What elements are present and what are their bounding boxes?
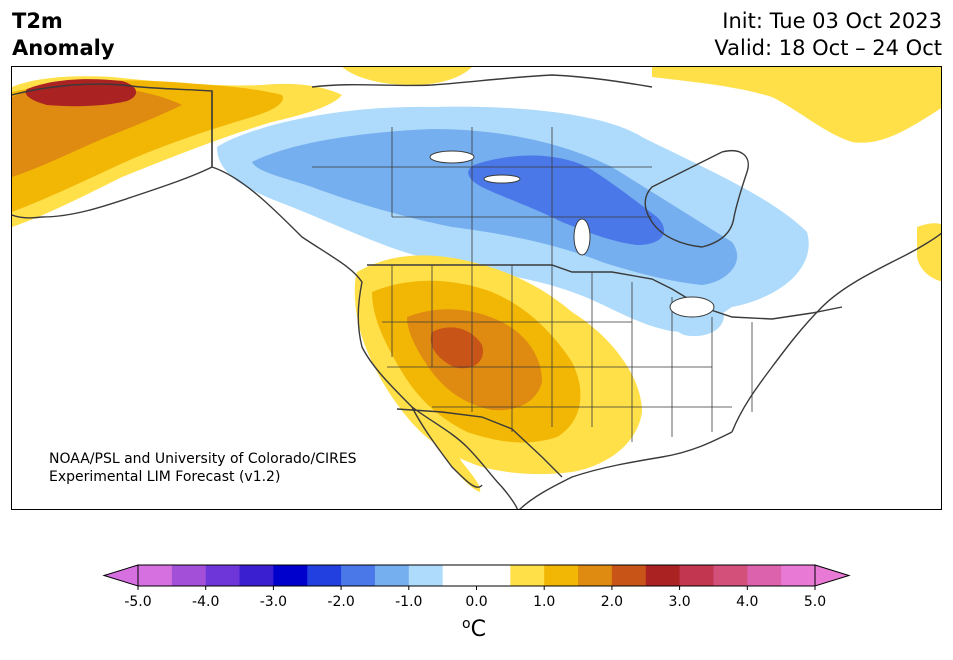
colorbar-extend-low xyxy=(102,564,139,587)
colorbar: -5.0 -4.0 -3.0 -2.0 -1.0 0.0 1.0 2.0 3.0 4.0 5.0 o… xyxy=(0,560,953,656)
warm-region-greenland xyxy=(652,67,941,143)
colorbar-tick-label: -4.0 xyxy=(192,594,219,610)
border-us-mexico xyxy=(396,408,563,478)
colorbar-tick-label: -1.0 xyxy=(395,594,422,610)
colorbar-tick-label: 0.0 xyxy=(465,594,487,610)
colorbar-swatch xyxy=(341,565,376,586)
coastline-gulf xyxy=(519,431,733,509)
map-title: T2m Anomaly xyxy=(12,8,115,62)
coastline-arctic xyxy=(311,74,653,88)
colorbar-swatch xyxy=(713,565,748,586)
lakes xyxy=(429,150,715,318)
colorbar-swatch xyxy=(645,565,681,586)
credit-line1: NOAA/PSL and University of Colorado/CIRE… xyxy=(49,451,357,467)
colorbar-swatches xyxy=(138,565,816,586)
colorbar-swatch xyxy=(273,565,308,586)
border-us-canada xyxy=(367,264,843,320)
colorbar-swatch xyxy=(408,565,444,586)
colorbar-tick-label: -2.0 xyxy=(327,594,354,610)
credit-text: NOAA/PSL and University of Colorado/CIRE… xyxy=(49,450,357,486)
coastline-hudson xyxy=(644,150,749,248)
colorbar-unit: oC xyxy=(462,616,486,642)
warm-region-baja xyxy=(416,407,481,492)
lake-winnipeg xyxy=(573,218,591,256)
colorbar-swatch xyxy=(781,565,816,586)
warm-anomaly-area xyxy=(12,67,941,492)
colorbar-tick-label: 3.0 xyxy=(668,594,690,610)
colorbar-svg: -5.0 -4.0 -3.0 -2.0 -1.0 0.0 1.0 2.0 3.0 4.0 5.0 o… xyxy=(102,564,851,642)
colorbar-tick-label: 5.0 xyxy=(804,594,826,610)
state-lines xyxy=(312,127,753,442)
colorbar-swatch xyxy=(442,565,477,586)
forecast-dates: Init: Tue 03 Oct 2023 Valid: 18 Oct – 24… xyxy=(714,8,942,62)
colorbar-swatch xyxy=(578,565,613,586)
coastline-atlantic xyxy=(731,232,941,433)
great-bear-lake xyxy=(429,150,475,164)
warm-region-alaska-4 xyxy=(25,79,137,107)
colorbar-swatch xyxy=(239,565,274,586)
coastline-pacific xyxy=(211,166,519,509)
colorbar-swatch xyxy=(205,565,241,586)
colorbar-unit-sup: o xyxy=(462,616,471,632)
colorbar-ticks: -5.0 -4.0 -3.0 -2.0 -1.0 0.0 1.0 2.0 3.0 4.0 5.0 xyxy=(124,586,826,610)
colorbar-extend-high xyxy=(814,564,851,587)
colorbar-tick-label: 2.0 xyxy=(601,594,623,610)
colorbar-tick-label: -3.0 xyxy=(260,594,287,610)
anomaly-map xyxy=(11,66,942,510)
warm-region-labrador xyxy=(917,223,941,282)
colorbar-swatch xyxy=(374,565,410,586)
valid-range: Valid: 18 Oct – 24 Oct xyxy=(714,36,942,60)
map-outlines xyxy=(12,74,941,509)
coastline-baja xyxy=(411,406,483,488)
map-canvas xyxy=(12,67,941,509)
colorbar-swatch xyxy=(138,565,173,586)
warm-region-west-4 xyxy=(430,327,483,369)
colorbar-swatch xyxy=(679,565,714,586)
colorbar-tick-label: 1.0 xyxy=(533,594,555,610)
warm-region-canada-north xyxy=(342,67,472,85)
colorbar-swatch xyxy=(171,565,207,586)
colorbar-tick-label: -5.0 xyxy=(124,594,151,610)
map-title-line1: T2m xyxy=(12,9,63,33)
colorbar-tick-label: 4.0 xyxy=(736,594,758,610)
great-slave-lake xyxy=(483,174,521,184)
colorbar-swatch xyxy=(476,565,511,586)
cold-region-2 xyxy=(252,129,738,285)
init-date: Init: Tue 03 Oct 2023 xyxy=(722,9,942,33)
map-title-line2: Anomaly xyxy=(12,36,115,60)
warm-region-alaska-3 xyxy=(12,83,182,177)
coastline-alaska xyxy=(12,83,213,219)
colorbar-unit-main: C xyxy=(471,617,486,642)
great-lakes xyxy=(669,296,715,318)
colorbar-swatch xyxy=(307,565,342,586)
colorbar-swatch xyxy=(747,565,782,586)
colorbar-swatch xyxy=(611,565,647,586)
cold-anomaly-area xyxy=(217,106,809,337)
colorbar-swatch xyxy=(544,565,579,586)
colorbar-swatch xyxy=(510,565,545,586)
credit-line2: Experimental LIM Forecast (v1.2) xyxy=(49,469,281,485)
